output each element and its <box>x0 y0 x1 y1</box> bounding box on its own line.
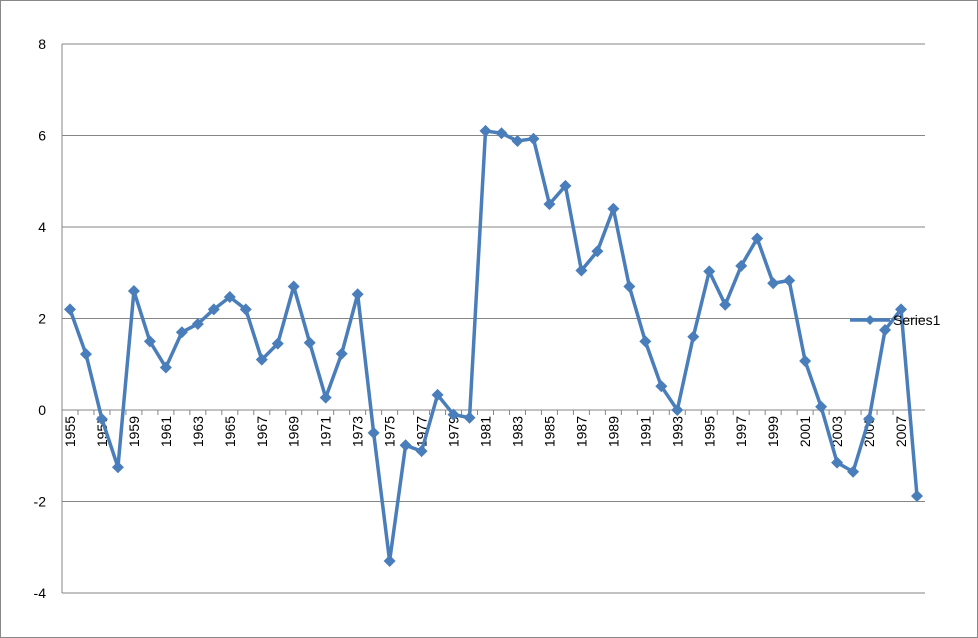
data-point <box>783 274 796 287</box>
data-point <box>511 134 524 147</box>
x-tick-label: 1989 <box>605 416 621 447</box>
data-point <box>911 490 924 503</box>
data-point <box>127 285 140 298</box>
x-tick-label: 1999 <box>765 416 781 447</box>
data-point <box>367 426 380 439</box>
data-point <box>399 439 412 452</box>
x-tick-label: 1985 <box>541 416 557 447</box>
data-point <box>191 317 204 330</box>
x-tick-label: 1979 <box>446 416 462 447</box>
y-tick-label: 8 <box>38 36 46 52</box>
data-point <box>895 303 908 316</box>
data-point <box>223 290 236 303</box>
data-point <box>271 337 284 350</box>
data-point <box>63 303 76 316</box>
x-tick-label: 1997 <box>733 416 749 447</box>
data-point <box>607 202 620 215</box>
data-point <box>383 554 396 567</box>
y-tick-label: 2 <box>38 311 46 327</box>
x-tick-label: 2001 <box>797 416 813 447</box>
data-point <box>287 280 300 293</box>
data-point <box>95 413 108 426</box>
x-tick-label: 2003 <box>829 416 845 447</box>
data-point <box>239 303 252 316</box>
x-tick-label: 1973 <box>350 416 366 447</box>
data-point <box>495 127 508 140</box>
y-tick-label: 0 <box>38 402 46 418</box>
data-point <box>431 388 444 401</box>
x-tick-label: 1965 <box>222 416 238 447</box>
data-point <box>623 280 636 293</box>
data-point <box>655 380 668 393</box>
data-point <box>255 353 268 366</box>
data-point <box>591 245 604 258</box>
x-tick-label: 1975 <box>382 416 398 447</box>
data-point <box>751 232 764 245</box>
legend-marker <box>865 315 875 325</box>
data-point <box>847 465 860 478</box>
data-point <box>527 132 540 145</box>
data-point <box>335 347 348 360</box>
y-tick-label: 6 <box>38 128 46 144</box>
data-point <box>207 303 220 316</box>
data-point <box>463 411 476 424</box>
data-point <box>79 348 92 361</box>
data-point <box>799 355 812 368</box>
x-tick-label: 1957 <box>94 416 110 447</box>
data-point <box>143 335 156 348</box>
data-point <box>175 326 188 339</box>
data-point <box>559 179 572 192</box>
data-point <box>415 445 428 458</box>
x-tick-label: 1955 <box>62 416 78 447</box>
x-tick-label: 1971 <box>318 416 334 447</box>
data-point <box>703 265 716 278</box>
y-tick-label: -4 <box>34 585 47 601</box>
data-point <box>831 456 844 469</box>
data-point <box>351 288 364 301</box>
data-point <box>671 404 684 416</box>
data-point <box>639 335 652 348</box>
data-point <box>767 277 780 290</box>
x-tick-label: 1987 <box>573 416 589 447</box>
data-point <box>111 461 124 474</box>
x-tick-label: 1995 <box>701 416 717 447</box>
x-tick-label: 2005 <box>861 416 877 447</box>
data-point <box>879 323 892 336</box>
x-tick-label: 1959 <box>126 416 142 447</box>
x-tick-label: 1981 <box>478 416 494 447</box>
data-point <box>447 408 460 421</box>
x-tick-label: 1991 <box>637 416 653 447</box>
y-tick-label: -2 <box>34 494 47 510</box>
legend-label: Series1 <box>893 312 941 328</box>
data-point <box>815 400 828 413</box>
data-point <box>863 413 876 426</box>
x-tick-label: 2007 <box>893 416 909 447</box>
x-tick-label: 1961 <box>158 416 174 447</box>
data-point <box>687 330 700 343</box>
data-point <box>159 361 172 374</box>
x-tick-label: 1993 <box>669 416 685 447</box>
y-tick-label: 4 <box>38 219 46 235</box>
data-point <box>543 198 556 211</box>
x-tick-label: 1963 <box>190 416 206 447</box>
x-tick-label: 1967 <box>254 416 270 447</box>
data-point <box>735 259 748 272</box>
data-point <box>479 124 492 137</box>
x-tick-label: 1983 <box>509 416 525 447</box>
data-point <box>303 336 316 349</box>
x-tick-label: 1969 <box>286 416 302 447</box>
data-point <box>719 298 732 311</box>
data-point <box>575 264 588 277</box>
data-point <box>319 391 332 404</box>
